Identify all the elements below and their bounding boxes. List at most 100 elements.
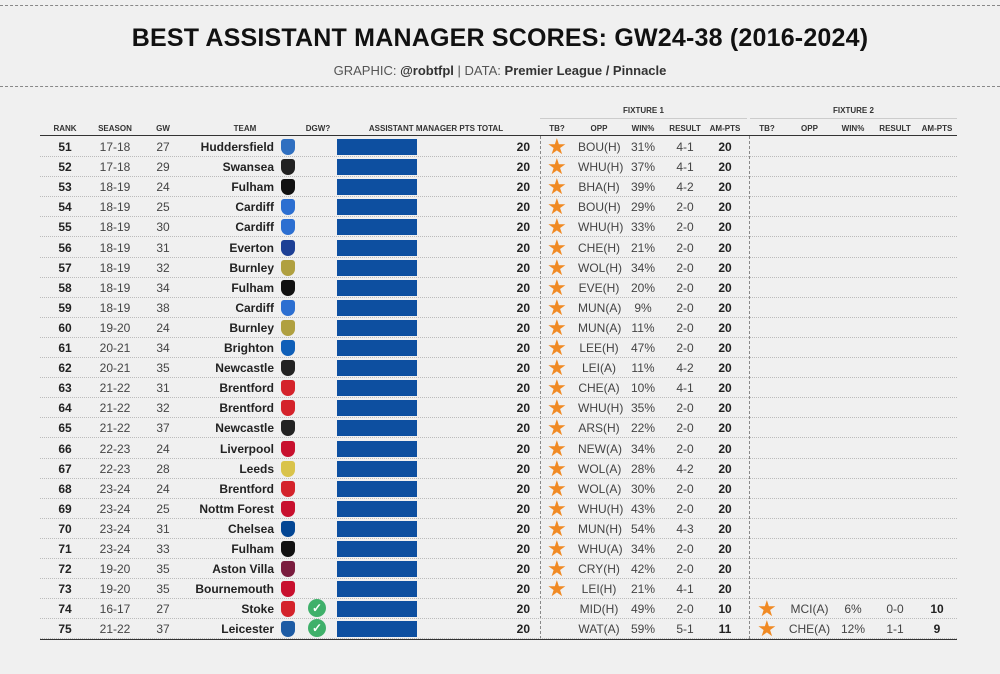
- row-separator: [40, 156, 957, 157]
- season-cell: 23-24: [99, 481, 131, 496]
- tb-star-icon: ★: [547, 314, 567, 340]
- fixture1-result: 4-1: [676, 381, 694, 396]
- fixture1-win: 37%: [630, 160, 656, 175]
- gw-cell: 25: [156, 501, 170, 516]
- fixture1-divider: [540, 136, 541, 639]
- am-total-value: 20: [516, 622, 530, 637]
- header-opp-1: OPP: [590, 124, 608, 133]
- tb-star-icon: ★: [547, 536, 567, 561]
- table-row: 74 16-17 27 Stoke ✓ 20 MID(H) 49% 2-0 10 ★ MCI(A) 6%…: [40, 596, 957, 622]
- fixture1-result: 4-1: [676, 160, 694, 175]
- gw-cell: 37: [156, 421, 170, 436]
- am-total-value: 20: [516, 542, 530, 556]
- team-badge-icon: [281, 139, 295, 155]
- fixture1-opp: MUN(H): [578, 521, 622, 536]
- gw-cell: 34: [156, 341, 170, 355]
- gw-cell: 37: [156, 622, 170, 637]
- gw-cell: 25: [156, 200, 170, 215]
- am-total-bar: [337, 581, 417, 598]
- table-row: 71 23-24 33 Fulham 20 ★ WHU(A) 34% 2-0 20: [40, 536, 957, 561]
- fixture1-result: 4-3: [676, 521, 694, 536]
- graphic-author: @robtfpl: [400, 63, 454, 78]
- tb-star-icon: ★: [547, 134, 567, 159]
- fixture1-result: 2-0: [676, 562, 694, 577]
- tb-star-icon: ★: [547, 515, 567, 541]
- table-row: 72 19-20 35 Aston Villa 20 ★ CRY(H) 42% 2-0 20: [40, 558, 957, 580]
- fixture1-win: 29%: [630, 200, 656, 215]
- tb-star-icon: ★: [757, 616, 777, 642]
- fixture1-opp: WOL(A): [578, 461, 622, 476]
- fixture1-result: 2-0: [676, 421, 694, 436]
- am-total-bar: [337, 621, 417, 638]
- team-cell: Burnley: [229, 320, 274, 335]
- fixture1-win: 49%: [630, 602, 656, 617]
- fixture1-opp: BOU(H): [578, 200, 621, 215]
- tb-star-icon: ★: [547, 174, 567, 200]
- am-total-value: 20: [516, 320, 530, 335]
- tb-star-icon: ★: [547, 214, 567, 240]
- header-result-2: RESULT: [879, 124, 911, 133]
- gw-cell: 27: [156, 140, 170, 154]
- table-row: 73 19-20 35 Bournemouth 20 ★ LEI(H) 21% 4-1 20: [40, 576, 957, 602]
- am-total-bar: [337, 259, 417, 276]
- row-separator: [40, 618, 957, 620]
- table-row: 68 23-24 24 Brentford 20 ★ WOL(A) 30% 2-0 20: [40, 477, 957, 499]
- fixture1-opp: WHU(H): [578, 501, 624, 516]
- data-source: Premier League / Pinnacle: [504, 63, 667, 78]
- fixture1-am-pts: 20: [718, 320, 732, 335]
- fixture1-opp: ARS(H): [578, 421, 620, 436]
- fixture1-opp: NEW(A): [578, 441, 622, 456]
- fixture1-am-pts: 20: [718, 461, 732, 476]
- am-total-bar: [337, 159, 417, 176]
- rank-cell: 53: [58, 180, 72, 195]
- fixture1-win: 28%: [630, 461, 656, 476]
- fixture1-result: 2-0: [676, 200, 694, 215]
- team-badge-icon: [281, 520, 295, 537]
- rank-cell: 65: [58, 421, 72, 436]
- team-cell: Brentford: [219, 481, 274, 496]
- fixture1-am-pts: 20: [718, 521, 732, 536]
- fixture1-opp: WOL(A): [578, 481, 622, 496]
- am-total-bar: [337, 340, 417, 356]
- gw-cell: 30: [156, 220, 170, 235]
- am-total-bar: [337, 561, 417, 578]
- team-cell: Bournemouth: [195, 582, 274, 597]
- fixture2-opp: CHE(A): [788, 622, 831, 637]
- am-total-value: 20: [516, 200, 530, 215]
- fixture1-opp: WHU(H): [578, 220, 624, 235]
- fixture1-opp: WOL(H): [578, 260, 622, 275]
- header-season: SEASON: [98, 124, 132, 133]
- rank-cell: 55: [58, 220, 72, 235]
- am-total-bar: [337, 440, 417, 457]
- team-cell: Fulham: [231, 542, 274, 556]
- fixture1-win: 33%: [630, 220, 656, 235]
- header-divider: [0, 86, 1000, 87]
- fixture1-win: 35%: [630, 401, 656, 416]
- fixture2-result: 1-1: [886, 622, 904, 637]
- fixture1-win: 54%: [630, 521, 656, 536]
- season-cell: 21-22: [99, 421, 131, 436]
- header-win-2: WIN%: [841, 124, 865, 133]
- am-total-value: 20: [516, 180, 530, 195]
- fixture1-result: 2-0: [676, 260, 694, 275]
- fixture1-result: 2-0: [676, 320, 694, 335]
- fixture1-am-pts: 20: [718, 240, 732, 255]
- fixture1-am-pts: 20: [718, 280, 732, 295]
- am-total-value: 20: [516, 240, 530, 255]
- tb-star-icon: ★: [757, 596, 777, 622]
- fixture1-am-pts: 20: [718, 220, 732, 235]
- tb-star-icon: ★: [547, 375, 567, 401]
- fixture2-group-rule: [750, 118, 957, 119]
- tb-star-icon: ★: [547, 576, 567, 602]
- rank-cell: 61: [58, 341, 72, 355]
- season-cell: 21-22: [99, 622, 131, 637]
- team-badge-icon: [281, 500, 295, 517]
- gw-cell: 38: [156, 300, 170, 315]
- season-cell: 22-23: [99, 461, 131, 476]
- season-cell: 23-24: [99, 521, 131, 536]
- row-separator: [40, 598, 957, 600]
- season-cell: 17-18: [99, 160, 131, 175]
- am-total-value: 20: [516, 602, 530, 617]
- season-cell: 18-19: [99, 300, 131, 315]
- team-cell: Cardiff: [235, 220, 274, 235]
